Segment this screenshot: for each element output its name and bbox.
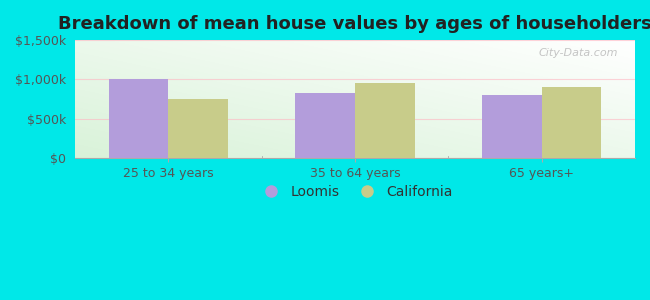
Text: City-Data.com: City-Data.com (539, 48, 618, 59)
Title: Breakdown of mean house values by ages of householders: Breakdown of mean house values by ages o… (58, 15, 650, 33)
Bar (355, 83, 415, 158)
Bar (482, 95, 541, 158)
Legend: Loomis, California: Loomis, California (252, 179, 459, 204)
Bar (168, 99, 228, 158)
Bar (295, 93, 355, 158)
Bar (109, 80, 168, 158)
Bar (541, 87, 601, 158)
